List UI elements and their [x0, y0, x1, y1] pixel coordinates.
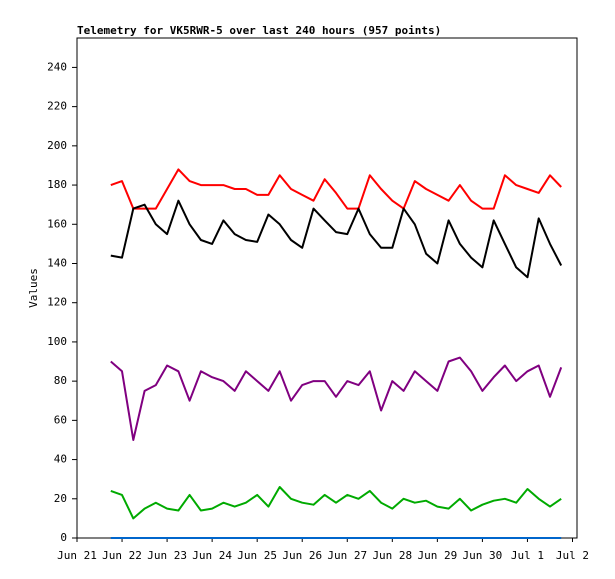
y-axis-label: Values — [27, 268, 40, 308]
y-tick-label: 160 — [47, 217, 67, 230]
y-tick-label: 220 — [47, 100, 67, 113]
x-tick-label: Jun 29 — [417, 549, 457, 562]
x-tick-label: Jun 23 — [147, 549, 187, 562]
x-tick-label: Jun 22 — [102, 549, 142, 562]
series-line — [110, 168, 562, 210]
series-line — [110, 486, 562, 520]
y-tick-label: 180 — [47, 178, 67, 191]
x-tick-label: Jun 28 — [372, 549, 412, 562]
plot-area — [76, 37, 578, 539]
chart-title: Telemetry for VK5RWR-5 over last 240 hou… — [77, 24, 441, 37]
x-tick-label: Jun 21 — [57, 549, 97, 562]
x-tick-label: Jul 1 — [511, 549, 544, 562]
y-tick-label: 60 — [54, 413, 67, 426]
x-tick-label: Jun 24 — [192, 549, 232, 562]
y-tick-label: 240 — [47, 60, 67, 73]
y-tick-label: 40 — [54, 453, 67, 466]
y-tick-label: 120 — [47, 296, 67, 309]
y-tick-label: 80 — [54, 374, 67, 387]
y-tick-label: 20 — [54, 492, 67, 505]
x-tick-label: Jun 30 — [463, 549, 503, 562]
x-tick-label: Jun 25 — [237, 549, 277, 562]
x-tick-label: Jul 2 — [556, 549, 589, 562]
series-line — [110, 199, 563, 279]
series-line — [110, 356, 563, 441]
x-tick-label: Jun 27 — [327, 549, 367, 562]
y-tick-label: 0 — [60, 531, 67, 544]
y-tick-label: 140 — [47, 256, 67, 269]
x-tick-label: Jun 26 — [282, 549, 322, 562]
y-tick-label: 200 — [47, 139, 67, 152]
y-tick-label: 100 — [47, 335, 67, 348]
